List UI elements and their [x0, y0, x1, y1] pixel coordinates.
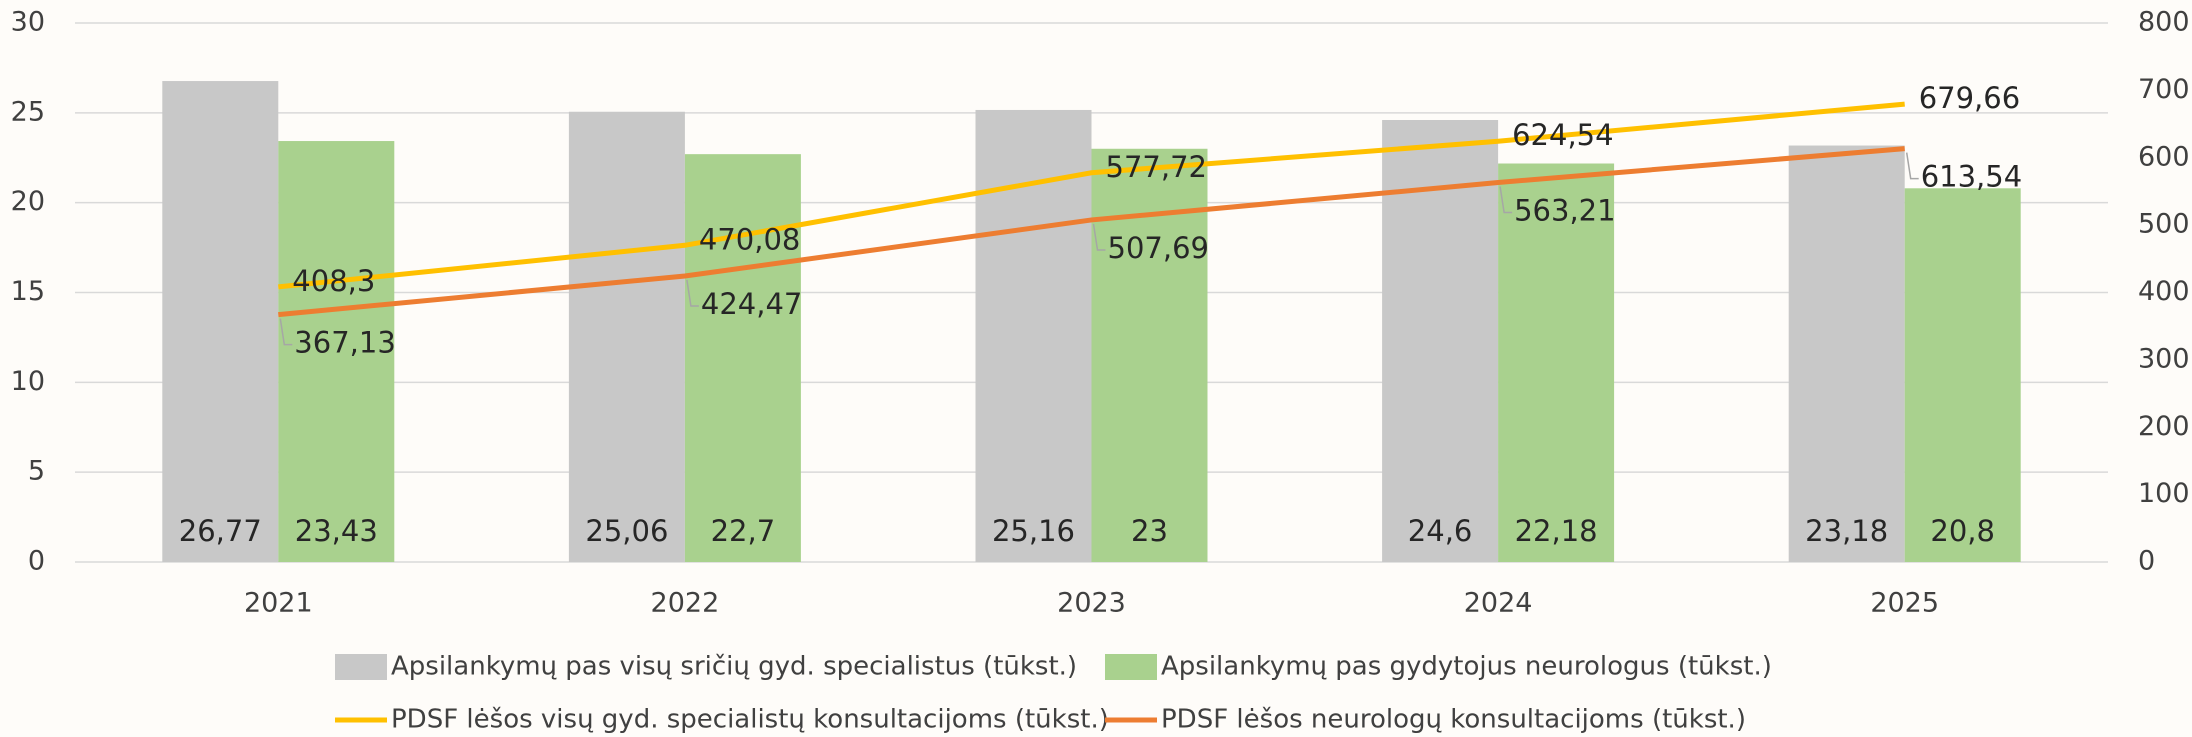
y-tick-label: 30	[11, 7, 45, 38]
line-series	[278, 146, 1905, 318]
leader-line	[1092, 223, 1106, 251]
leader-line	[1499, 186, 1513, 214]
line-value-label: 424,47	[701, 287, 802, 321]
bar-value-label: 20,8	[1930, 514, 1995, 548]
y2-tick-label: 0	[2138, 546, 2155, 577]
y-tick-label: 25	[11, 96, 45, 127]
y2-tick-label: 300	[2138, 343, 2190, 374]
bar-value-label: 23,18	[1805, 514, 1888, 548]
legend-swatch	[1105, 654, 1157, 680]
x-tick-label: 2025	[1870, 588, 1939, 619]
line-series	[278, 101, 1905, 290]
y-tick-label: 5	[28, 456, 45, 487]
y-tick-label: 0	[28, 546, 45, 577]
line-value-label: 408,3	[292, 264, 375, 298]
bar	[162, 81, 279, 562]
line-value-label: 679,66	[1919, 81, 2020, 115]
x-tick-label: 2024	[1464, 588, 1533, 619]
x-tick-label: 2022	[651, 588, 720, 619]
line-value-label: 563,21	[1514, 194, 1615, 228]
bar-value-label: 22,7	[711, 514, 776, 548]
legend-swatch	[335, 654, 387, 680]
leader-line	[279, 318, 293, 346]
x-tick-label: 2021	[244, 588, 313, 619]
y2-tick-label: 600	[2138, 141, 2190, 172]
line-value-label: 624,54	[1512, 118, 1613, 152]
y2-tick-label: 700	[2138, 74, 2190, 105]
y2-tick-label: 100	[2138, 478, 2190, 509]
legend-label: PDSF lėšos neurologų konsultacijoms (tūk…	[1161, 705, 1746, 735]
line-value-label: 507,69	[1108, 231, 1209, 265]
bar-value-label: 25,06	[585, 514, 668, 548]
bar-value-label: 25,16	[992, 514, 1075, 548]
bar-value-label: 23,43	[295, 514, 378, 548]
bar	[1788, 145, 1905, 563]
bar	[568, 111, 685, 562]
y-tick-label: 20	[11, 186, 45, 217]
legend-label: PDSF lėšos visų gyd. specialistų konsult…	[391, 705, 1109, 735]
bar-value-label: 24,6	[1408, 514, 1473, 548]
y2-tick-label: 200	[2138, 411, 2190, 442]
line-value-label: 470,08	[699, 222, 800, 256]
bar	[684, 154, 801, 562]
y2-tick-label: 400	[2138, 276, 2190, 307]
legend-label: Apsilankymų pas gydytojus neurologus (tū…	[1161, 652, 1772, 682]
legend-label: Apsilankymų pas visų sričių gyd. special…	[391, 652, 1077, 682]
bar-value-label: 23	[1131, 514, 1168, 548]
leader-line	[686, 279, 699, 307]
line-value-label: 367,13	[294, 326, 395, 360]
bar-value-label: 26,77	[179, 514, 262, 548]
y2-tick-label: 800	[2138, 7, 2190, 38]
bar	[1498, 163, 1615, 562]
y-tick-label: 15	[11, 276, 45, 307]
line-value-label: 577,72	[1106, 150, 1207, 184]
bar	[278, 141, 395, 562]
bar	[1904, 188, 2021, 562]
x-tick-label: 2023	[1057, 588, 1126, 619]
bar-value-label: 22,18	[1515, 514, 1598, 548]
leader-line	[1905, 152, 1919, 180]
line-value-label: 613,54	[1921, 160, 2022, 194]
y2-tick-label: 500	[2138, 209, 2190, 240]
y-tick-label: 10	[11, 366, 45, 397]
